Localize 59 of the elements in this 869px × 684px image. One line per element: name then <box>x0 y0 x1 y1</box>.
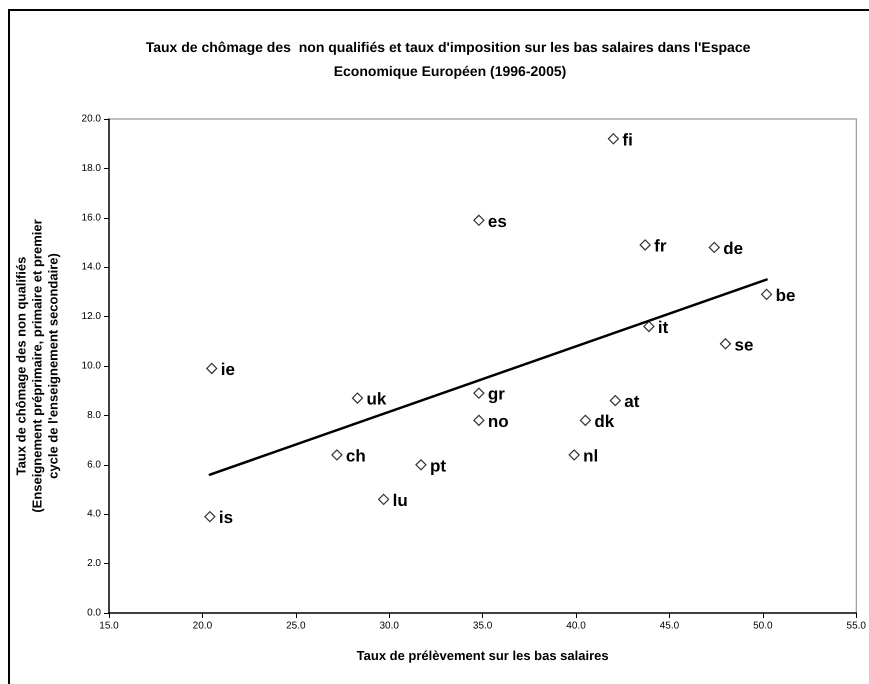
y-axis-title: Taux de chômage des non qualifiés (Enseignement préprimaire, primaire et premier cycle de l'enseignement secondaire) <box>14 219 60 513</box>
point <box>580 414 591 426</box>
point <box>204 511 216 522</box>
point <box>473 388 484 399</box>
annotation: lu <box>392 490 408 510</box>
point <box>760 288 772 300</box>
point <box>610 394 621 406</box>
annotation: se <box>734 335 754 354</box>
annotation: dk <box>594 412 615 431</box>
y-tick-label: 18.0 <box>82 162 102 174</box>
x-tick-label: 50.0 <box>753 620 774 632</box>
annotation: ie <box>220 360 235 379</box>
annotation: no <box>488 412 509 431</box>
annotation: uk <box>366 390 387 409</box>
point <box>352 392 364 404</box>
annotation: it <box>658 318 669 337</box>
x-tick-label: 15.0 <box>99 620 120 632</box>
x-tick-label: 45.0 <box>660 620 680 632</box>
y-tick-label: 10.0 <box>82 360 102 372</box>
point <box>608 133 620 144</box>
y-tick-label: 6.0 <box>87 459 102 470</box>
annotation: fr <box>654 236 667 256</box>
annotation: pt <box>430 456 446 476</box>
y-tick-label: 2.0 <box>87 558 102 570</box>
annotation: ch <box>346 446 366 466</box>
point <box>206 362 218 374</box>
x-tick-label: 35.0 <box>472 620 493 632</box>
point <box>331 449 343 461</box>
point <box>473 214 484 226</box>
y-tick-label: 8.0 <box>87 410 102 421</box>
y-tick-label: 4.0 <box>87 508 102 520</box>
x-tick-label: 55.0 <box>846 620 866 632</box>
point <box>640 239 651 251</box>
annotation: nl <box>583 446 598 466</box>
point <box>708 242 720 254</box>
point <box>378 494 390 505</box>
annotation: fi <box>622 130 633 150</box>
annotation: is <box>218 508 234 528</box>
y-tick-label: 14.0 <box>82 262 102 273</box>
x-tick-label: 40.0 <box>566 620 586 632</box>
annotation: be <box>776 286 796 305</box>
point <box>473 414 484 426</box>
point <box>720 338 732 350</box>
point <box>415 459 427 470</box>
x-axis-title: Taux de prélèvement sur les bas salaires <box>356 648 609 663</box>
y-tick-label: 0.0 <box>87 608 102 618</box>
x-tick-label: 20.0 <box>192 620 213 632</box>
point <box>643 320 654 332</box>
y-tick-label: 16.0 <box>82 212 102 224</box>
y-tick-label: 12.0 <box>82 311 102 322</box>
chart-title: Taux de chômage des non qualifiés et taux d'imposition sur les bas salaires dans l'Espace Economique Européen (1996-2005) <box>146 39 754 79</box>
x-tick-label: 30.0 <box>379 620 400 632</box>
annotation: gr <box>488 384 506 404</box>
x-tick-label: 25.0 <box>286 620 306 632</box>
annotation: de <box>723 238 744 258</box>
annotation: es <box>488 212 507 231</box>
annotation: at <box>624 392 640 412</box>
point <box>568 449 580 461</box>
y-tick-label: 20.0 <box>82 114 102 124</box>
